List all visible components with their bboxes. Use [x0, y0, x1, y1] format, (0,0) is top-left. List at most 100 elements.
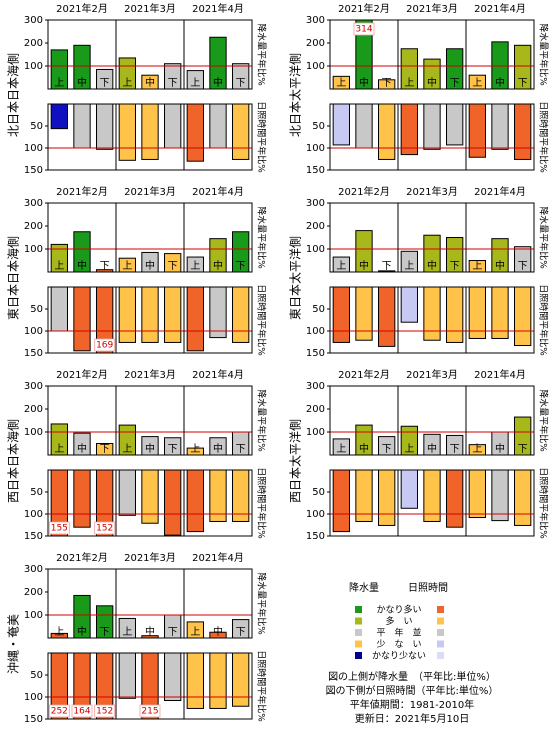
month-label: 2021年4月	[192, 551, 244, 564]
bar	[118, 104, 136, 161]
x-tick-label: 下	[450, 78, 460, 89]
bar	[118, 617, 136, 638]
bar	[400, 104, 418, 156]
axis-label: 日照時間平年比%	[538, 467, 550, 539]
x-tick-label: 下	[236, 444, 246, 455]
bar	[209, 437, 227, 455]
month-label: 2021年3月	[406, 185, 458, 198]
bar	[73, 470, 91, 528]
x-tick-label: 下	[518, 78, 528, 89]
x-tick-label: 上	[54, 626, 64, 638]
bar	[96, 653, 114, 719]
bar	[232, 287, 250, 343]
bar	[468, 287, 486, 339]
x-tick-label: 中	[427, 259, 437, 272]
plot-frame	[329, 286, 535, 354]
y-tick-label: 150	[306, 165, 325, 176]
plot-frame	[329, 202, 535, 273]
bar	[446, 434, 464, 455]
x-tick-label: 中	[495, 442, 505, 455]
bar	[164, 470, 182, 536]
x-tick-label: 中	[495, 259, 505, 272]
bar	[164, 253, 182, 272]
y-tick-label: 300	[24, 198, 43, 209]
bar	[232, 104, 250, 160]
bar	[50, 470, 68, 536]
x-tick-label: 下	[168, 78, 178, 89]
bar	[209, 36, 227, 89]
axis-label: 日照時間平年比%	[538, 284, 550, 356]
bar	[73, 287, 91, 352]
x-tick-label: 上	[472, 260, 482, 272]
plot-area	[330, 287, 534, 347]
axis-label: 降水量平年比%	[256, 389, 268, 452]
bar	[423, 104, 441, 150]
legend-label: かなり少ない	[372, 651, 426, 662]
bar	[118, 287, 136, 343]
bar	[514, 44, 532, 89]
bar	[50, 49, 68, 89]
x-tick-label: 下	[236, 261, 246, 272]
y-tick-label: 50	[30, 304, 43, 315]
value-label-box	[48, 704, 70, 718]
bar	[73, 594, 91, 638]
y-tick-label: 300	[306, 15, 325, 26]
x-tick-label: 下	[518, 444, 528, 455]
month-label: 2021年4月	[474, 368, 526, 381]
bar	[118, 257, 136, 272]
y-tick-label: 150	[306, 531, 325, 542]
axis-label: 日照時間平年比%	[538, 101, 550, 173]
x-tick-label: 中	[77, 442, 87, 455]
plot-area	[330, 20, 534, 89]
region-label: 沖縄・奄美	[6, 614, 21, 674]
bar	[446, 237, 464, 272]
y-tick-label: 200	[306, 38, 325, 49]
y-tick-label: 150	[24, 714, 43, 725]
bar	[491, 470, 509, 522]
bar	[186, 287, 204, 352]
month-label: 2021年4月	[474, 2, 526, 15]
region-label: 北日本日本海側	[6, 53, 21, 137]
y-tick-label: 100	[306, 61, 325, 72]
value-label: 169	[96, 341, 113, 351]
x-tick-label: 上	[54, 77, 64, 89]
bar	[491, 104, 509, 150]
bar	[232, 470, 250, 522]
bar	[400, 470, 418, 509]
x-tick-label: 上	[122, 260, 132, 272]
x-tick-label: 中	[427, 442, 437, 455]
y-tick-label: 50	[30, 670, 43, 681]
bar	[118, 470, 136, 516]
x-tick-label: 下	[100, 261, 110, 272]
legend-label: 少 な い	[376, 639, 421, 650]
bar	[400, 425, 418, 455]
region-label: 西日本太平洋側	[288, 419, 303, 503]
value-label-box	[94, 338, 116, 352]
plot-area	[48, 470, 252, 536]
month-label: 2021年3月	[124, 551, 176, 564]
value-label: 314	[355, 25, 372, 35]
plot-frame	[47, 469, 253, 537]
bar	[186, 470, 204, 533]
bar	[118, 424, 136, 455]
y-tick-label: 100	[24, 244, 43, 255]
x-tick-label: 上	[472, 443, 482, 455]
bar	[164, 287, 182, 343]
y-tick-label: 300	[24, 381, 43, 392]
bar	[355, 20, 373, 89]
plot-frame	[329, 103, 535, 171]
bar	[73, 104, 91, 149]
legend-header: 降水量	[349, 581, 379, 594]
y-tick-label: 100	[306, 427, 325, 438]
legend-label: 多 い	[385, 615, 412, 627]
month-label: 2021年2月	[56, 2, 108, 15]
y-tick-label: 200	[24, 587, 43, 598]
x-tick-label: 中	[77, 259, 87, 272]
x-tick-label: 上	[122, 626, 132, 638]
plot-area	[330, 416, 534, 455]
legend-swatch	[437, 640, 444, 648]
bar	[400, 48, 418, 89]
legend-swatch	[437, 629, 444, 636]
legend-swatch	[437, 606, 444, 613]
